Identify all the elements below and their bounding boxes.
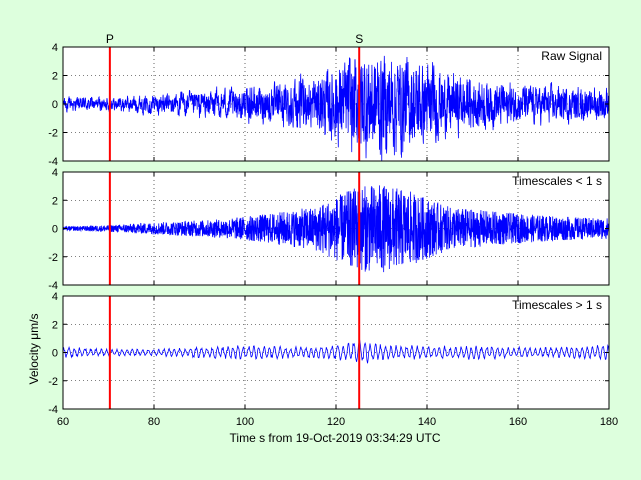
y-tick-label: -4	[48, 280, 58, 292]
x-tick-label: 100	[236, 416, 254, 428]
y-tick-label: -4	[48, 404, 58, 416]
y-tick-label: -2	[48, 128, 58, 140]
x-tick-label: 180	[600, 416, 618, 428]
y-tick-label: -2	[48, 252, 58, 264]
y-tick-label: 2	[52, 71, 58, 83]
panel-title: Raw Signal	[541, 49, 602, 63]
x-tick-label: 120	[327, 416, 345, 428]
x-tick-labels: 60 80 100 120 140 160 180	[57, 416, 618, 428]
panel-3: -4 -2 0 2 4 Timescales > 1 s	[48, 291, 610, 416]
y-tick-label: -2	[48, 376, 58, 388]
panel-title: Timescales > 1 s	[512, 298, 602, 312]
x-tick-label: 160	[509, 416, 527, 428]
series-line	[63, 55, 609, 161]
x-tick-label: 140	[418, 416, 436, 428]
x-axis-label: Time s from 19-Oct-2019 03:34:29 UTC	[230, 431, 441, 445]
y-tick-label: 4	[52, 42, 58, 54]
panel-title: Timescales < 1 s	[512, 174, 602, 188]
y-tick-label: 0	[52, 99, 58, 111]
panel-1: -4 -2 0 2 4 Raw Signal P S	[48, 32, 610, 168]
x-tick-label: 60	[57, 416, 69, 428]
y-tick-label: 4	[52, 167, 58, 179]
pick-label-s: S	[355, 32, 363, 46]
series-line	[63, 185, 609, 273]
y-tick-label: 0	[52, 348, 58, 360]
y-tick-label: 2	[52, 195, 58, 207]
series-line	[63, 339, 609, 364]
x-tick-label: 80	[148, 416, 160, 428]
y-axis-label: Velocity μm/s	[27, 314, 41, 385]
y-tick-label: -4	[48, 156, 58, 168]
pick-label-p: P	[106, 32, 114, 46]
panels-group: -4 -2 0 2 4 Raw Signal P S -4 -2 0 2 4 Timescales < 1…	[48, 32, 610, 416]
y-tick-label: 0	[52, 224, 58, 236]
y-tick-label: 4	[52, 291, 58, 303]
y-tick-label: 2	[52, 319, 58, 331]
panel-2: -4 -2 0 2 4 Timescales < 1 s	[48, 167, 610, 292]
